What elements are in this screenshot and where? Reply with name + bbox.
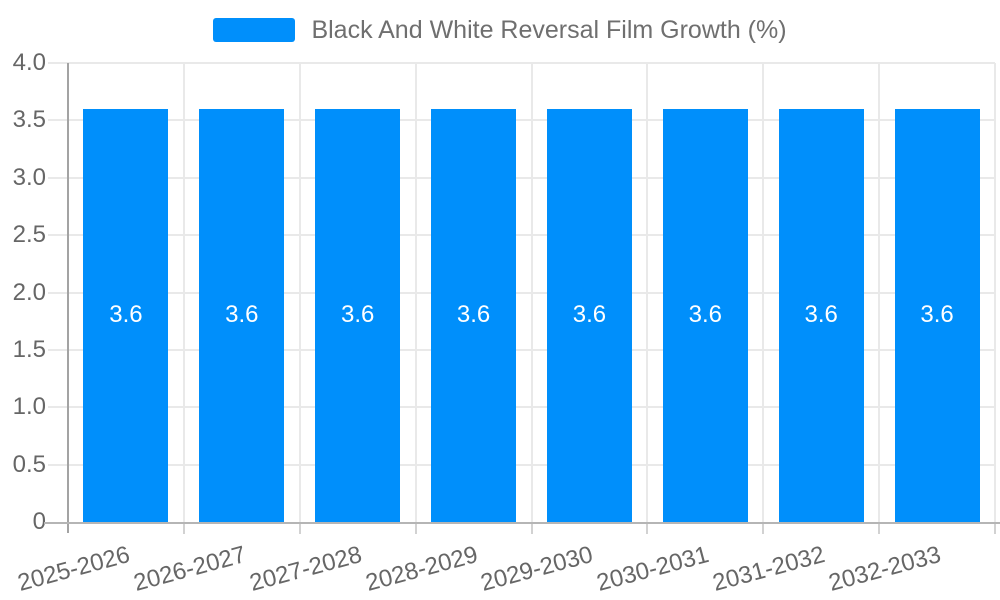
bar: 3.6 (778, 108, 864, 522)
bar-value-label: 3.6 (456, 301, 491, 329)
legend-swatch[interactable] (213, 18, 296, 42)
y-gridline (48, 176, 995, 179)
y-tick-label: 1.5 (12, 335, 46, 363)
bar: 3.6 (431, 108, 517, 522)
bar: 3.6 (894, 108, 980, 522)
x-axis-line (44, 522, 1000, 524)
legend-label[interactable]: Black And White Reversal Film Growth (%) (311, 16, 787, 44)
bar-value-label: 3.6 (920, 301, 954, 329)
x-gridline (994, 63, 996, 522)
bar: 3.6 (199, 108, 285, 522)
bar-value-label: 3.6 (225, 301, 259, 329)
y-tick-label: 0.5 (12, 450, 46, 478)
bar: 3.6 (546, 108, 632, 522)
y-tick-label: 3.0 (12, 163, 46, 191)
bar-value-label: 3.6 (688, 301, 722, 329)
x-gridline (762, 63, 765, 522)
x-axis-tick (646, 524, 649, 534)
x-gridline (878, 63, 881, 522)
y-tick-label: 2.0 (12, 278, 46, 306)
y-tick-label: 1.0 (12, 393, 46, 421)
x-gridline (530, 63, 533, 522)
y-tick-label: 4.0 (12, 49, 46, 76)
y-axis-line (67, 63, 69, 533)
y-gridline (48, 234, 995, 237)
x-gridline (182, 63, 185, 522)
y-tick-label: 3.5 (12, 106, 46, 134)
bar-value-label: 3.6 (572, 301, 607, 329)
y-gridline (48, 119, 995, 122)
bar-value-label: 3.6 (804, 301, 838, 329)
x-axis-tick (878, 524, 881, 534)
x-axis-tick (298, 524, 301, 534)
x-axis-tick (530, 524, 533, 534)
y-gridline (48, 291, 995, 294)
x-axis-tick (762, 524, 765, 534)
y-gridline (48, 62, 995, 64)
x-axis-tick (182, 524, 185, 534)
x-axis-tick (994, 524, 996, 534)
y-tick-label: 2.5 (12, 221, 46, 249)
bar-value-label: 3.6 (341, 301, 375, 329)
x-axis-tick (414, 524, 417, 534)
x-gridline (414, 63, 417, 522)
y-tick-label: 0 (32, 508, 46, 535)
bar: 3.6 (315, 108, 401, 522)
y-gridline (48, 406, 995, 409)
legend[interactable]: Black And White Reversal Film Growth (%) (0, 16, 1000, 44)
bar-value-label: 3.6 (109, 301, 143, 329)
y-gridline (48, 348, 995, 351)
y-gridline (48, 463, 995, 466)
bar: 3.6 (662, 108, 748, 522)
x-gridline (298, 63, 301, 522)
bar: 3.6 (83, 108, 169, 522)
x-gridline (646, 63, 649, 522)
